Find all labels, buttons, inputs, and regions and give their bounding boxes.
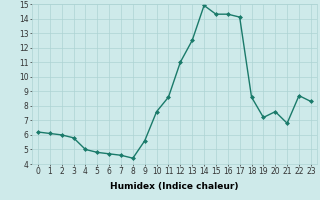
X-axis label: Humidex (Indice chaleur): Humidex (Indice chaleur) xyxy=(110,182,239,191)
